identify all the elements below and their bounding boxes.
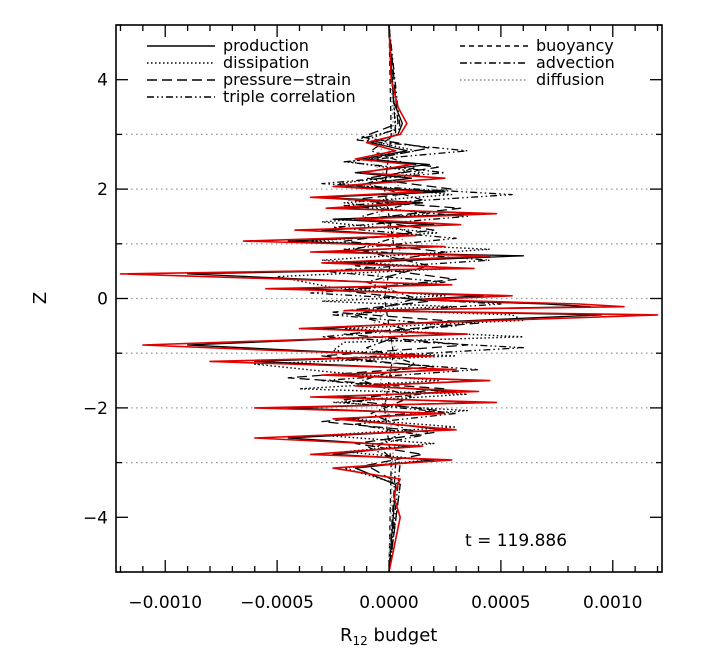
time-annotation: t = 119.886 — [465, 531, 567, 551]
x-tick-label: 0.0005 — [471, 593, 530, 613]
y-tick-label: 0 — [97, 290, 108, 310]
data-series — [119, 24, 659, 573]
legend-label: advection — [536, 53, 615, 72]
reference-lines — [116, 133, 662, 464]
y-tick-label: −4 — [83, 508, 108, 528]
x-tick-label: 0.0000 — [359, 593, 418, 613]
series-line-solid-red — [119, 24, 659, 573]
y-tick-label: −2 — [83, 399, 108, 419]
x-axis: −0.0010 −0.0005 0.0000 0.0005 0.0010 — [119, 25, 659, 613]
series-line-dotted — [253, 24, 524, 573]
y-axis: −4 −2 0 2 4 — [83, 24, 662, 573]
legend: productiondissipationpressure−straintrip… — [147, 36, 615, 106]
series-line-dashdot — [354, 24, 430, 573]
legend-label: dissipation — [223, 53, 309, 72]
x-tick-label: 0.0010 — [583, 593, 642, 613]
series-line-dashdotdot — [310, 24, 524, 573]
series-line-solid — [186, 24, 603, 573]
legend-label: production — [223, 36, 309, 55]
x-axis-title: R12 budget — [340, 625, 437, 648]
y-axis-title: Z — [30, 292, 51, 304]
x-tick-label: −0.0005 — [240, 593, 314, 613]
legend-label: buoyancy — [536, 36, 614, 55]
y-tick-label: 2 — [97, 180, 108, 200]
x-tick-label: −0.0010 — [128, 593, 202, 613]
series-line-dotted-gray — [370, 24, 408, 573]
y-tick-label: 4 — [97, 71, 108, 91]
legend-label: diffusion — [536, 70, 604, 89]
legend-label: triple correlation — [223, 87, 356, 106]
legend-label: pressure−strain — [223, 70, 351, 89]
